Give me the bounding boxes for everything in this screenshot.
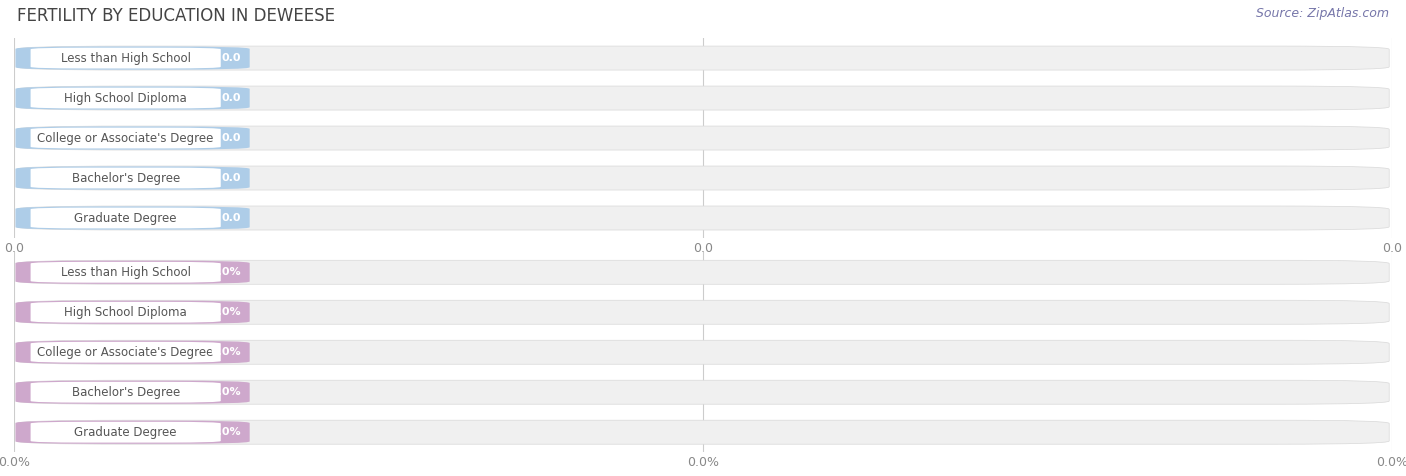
Text: Less than High School: Less than High School [60, 266, 191, 279]
Text: College or Associate's Degree: College or Associate's Degree [38, 131, 214, 145]
FancyBboxPatch shape [17, 420, 1389, 444]
Text: 0.0: 0.0 [222, 213, 242, 223]
Text: Graduate Degree: Graduate Degree [75, 426, 177, 439]
FancyBboxPatch shape [15, 167, 250, 189]
FancyBboxPatch shape [15, 87, 250, 109]
FancyBboxPatch shape [31, 302, 221, 323]
Text: 0.0%: 0.0% [211, 307, 242, 317]
Text: High School Diploma: High School Diploma [65, 306, 187, 319]
FancyBboxPatch shape [15, 127, 250, 149]
FancyBboxPatch shape [15, 261, 250, 284]
Text: Graduate Degree: Graduate Degree [75, 211, 177, 225]
Text: 0.0: 0.0 [222, 173, 242, 183]
FancyBboxPatch shape [31, 262, 221, 283]
Text: 0.0: 0.0 [222, 53, 242, 63]
Text: High School Diploma: High School Diploma [65, 91, 187, 105]
FancyBboxPatch shape [31, 88, 221, 109]
Text: 0.0%: 0.0% [211, 347, 242, 357]
FancyBboxPatch shape [15, 421, 250, 444]
FancyBboxPatch shape [15, 381, 250, 404]
FancyBboxPatch shape [31, 382, 221, 403]
FancyBboxPatch shape [17, 86, 1389, 110]
FancyBboxPatch shape [31, 342, 221, 363]
FancyBboxPatch shape [17, 340, 1389, 364]
FancyBboxPatch shape [17, 126, 1389, 150]
Text: 0.0%: 0.0% [211, 427, 242, 437]
FancyBboxPatch shape [15, 301, 250, 324]
FancyBboxPatch shape [17, 46, 1389, 70]
FancyBboxPatch shape [17, 380, 1389, 404]
Text: 0.0%: 0.0% [211, 387, 242, 397]
FancyBboxPatch shape [15, 207, 250, 229]
Text: Bachelor's Degree: Bachelor's Degree [72, 386, 180, 399]
Text: College or Associate's Degree: College or Associate's Degree [38, 346, 214, 359]
FancyBboxPatch shape [31, 208, 221, 228]
FancyBboxPatch shape [15, 341, 250, 364]
FancyBboxPatch shape [31, 422, 221, 443]
Text: 0.0%: 0.0% [211, 267, 242, 278]
Text: Source: ZipAtlas.com: Source: ZipAtlas.com [1256, 7, 1389, 20]
FancyBboxPatch shape [15, 47, 250, 69]
FancyBboxPatch shape [31, 128, 221, 149]
FancyBboxPatch shape [17, 300, 1389, 324]
Text: Bachelor's Degree: Bachelor's Degree [72, 171, 180, 185]
FancyBboxPatch shape [17, 166, 1389, 190]
FancyBboxPatch shape [31, 168, 221, 188]
Text: Less than High School: Less than High School [60, 51, 191, 65]
Text: 0.0: 0.0 [222, 133, 242, 143]
Text: FERTILITY BY EDUCATION IN DEWEESE: FERTILITY BY EDUCATION IN DEWEESE [17, 7, 335, 25]
FancyBboxPatch shape [31, 48, 221, 69]
Text: 0.0: 0.0 [222, 93, 242, 103]
FancyBboxPatch shape [17, 206, 1389, 230]
FancyBboxPatch shape [17, 260, 1389, 284]
